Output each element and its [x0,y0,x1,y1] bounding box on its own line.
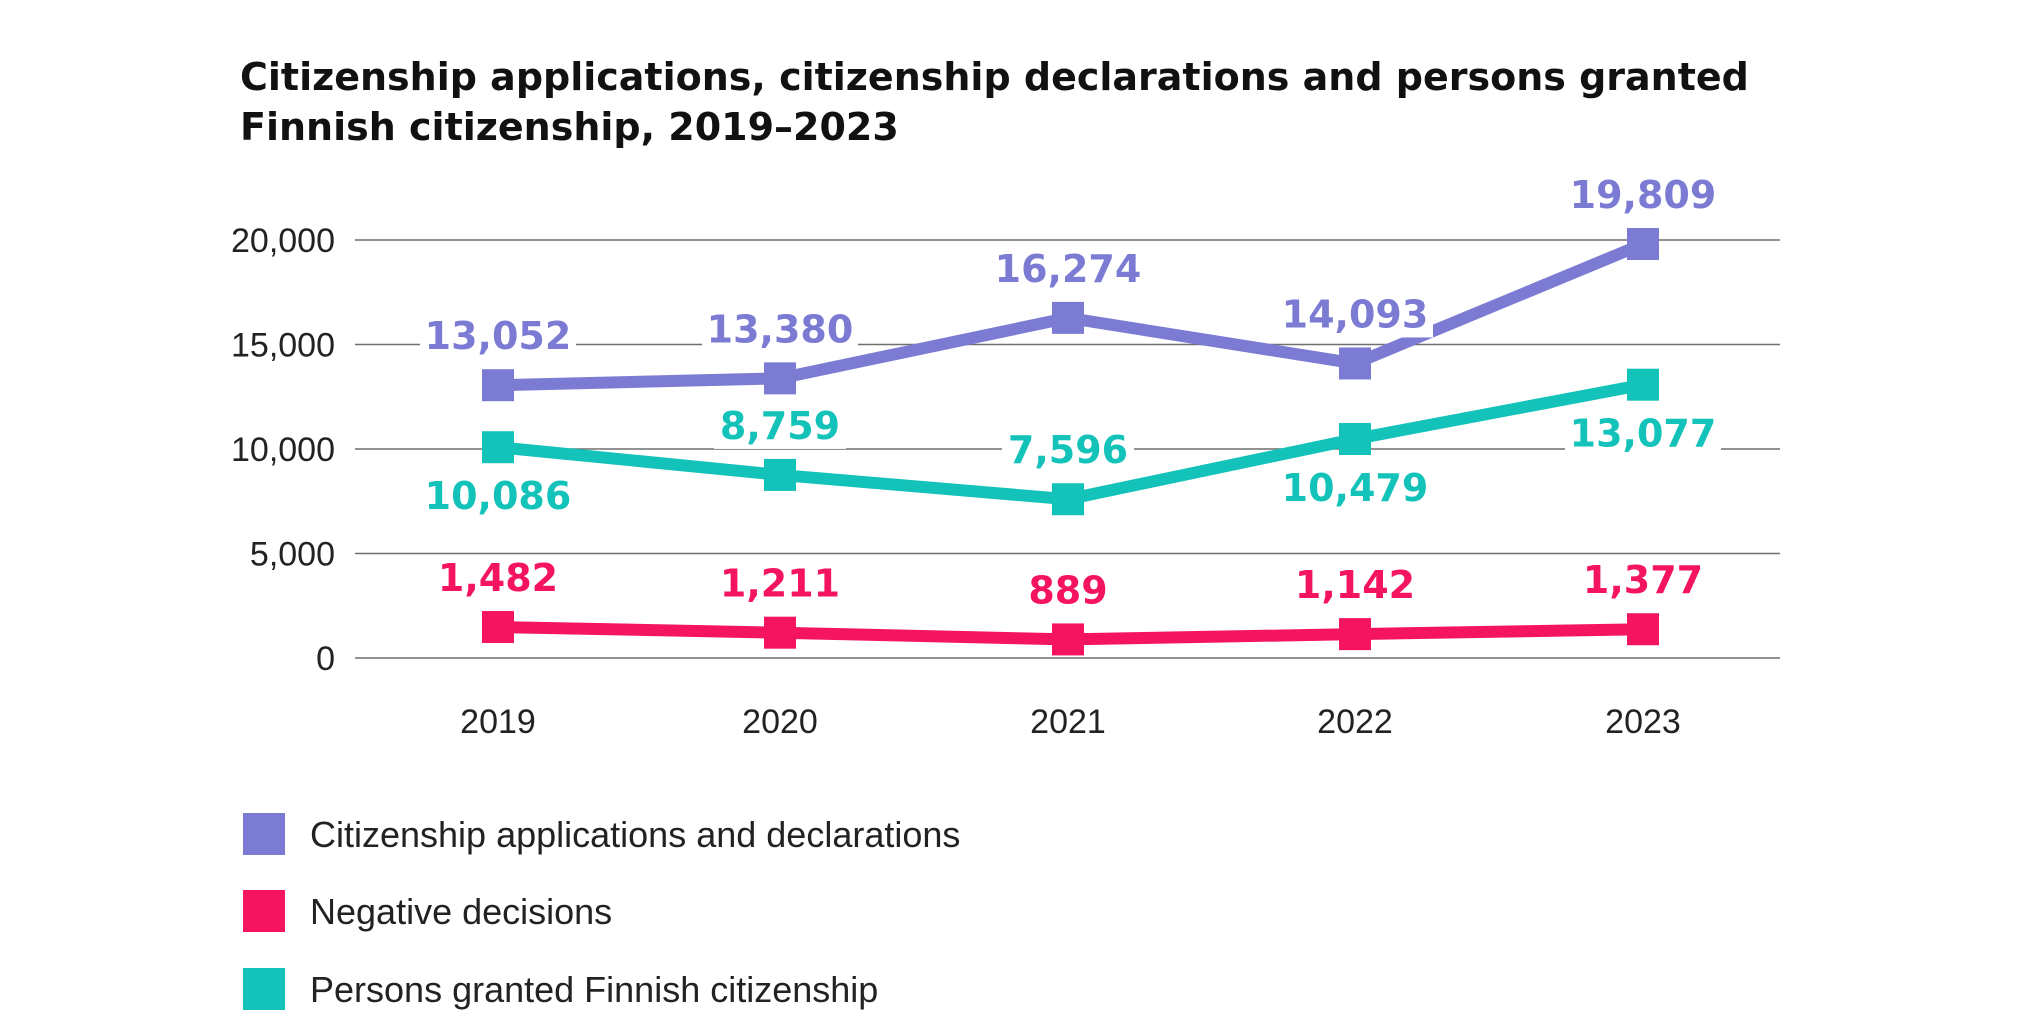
data-label: 10,479 [1282,466,1429,510]
data-label: 8,759 [720,404,840,448]
chart-title-line2: Finnish citizenship, 2019–2023 [240,105,899,149]
y-tick-label: 20,000 [231,222,335,260]
series-markers [482,227,1659,656]
y-tick-label: 5,000 [250,536,335,574]
x-tick-label: 2021 [1030,703,1106,741]
legend-label: Negative decisions [310,891,612,932]
data-label-background [714,560,846,607]
data-label-background [1277,464,1433,511]
data-label: 19,809 [1570,173,1717,217]
legend-swatch [243,890,285,932]
data-label-background [1277,291,1433,338]
data-point-marker [482,369,514,402]
data-label: 7,596 [1008,428,1128,472]
data-label: 889 [1028,568,1107,612]
data-label: 1,377 [1583,558,1703,602]
legend-label: Citizenship applications and declaration… [310,814,960,855]
y-tick-label: 15,000 [231,327,335,365]
legend-swatch [243,968,285,1010]
y-axis: 0 5,000 10,000 15,000 20,000 [231,222,335,678]
data-point-marker [1339,347,1371,380]
data-point-marker [1052,301,1084,334]
data-point-marker [482,611,514,644]
data-label: 14,093 [1282,292,1429,336]
data-label-background [990,245,1146,292]
data-label-background [1565,410,1721,457]
y-tick-label: 0 [316,640,335,678]
x-tick-label: 2022 [1317,703,1393,741]
x-tick-label: 2023 [1605,703,1681,741]
data-point-marker [764,362,796,395]
x-axis: 2019 2020 2021 2022 2023 [460,703,1681,741]
data-label-background [714,402,846,449]
data-label: 1,482 [438,556,558,600]
data-label-background [420,313,576,360]
data-label-background [1002,427,1134,474]
legend-label: Persons granted Finnish citizenship [310,969,878,1010]
data-label: 1,142 [1295,563,1415,607]
data-label-background [1026,567,1110,614]
y-tick-label: 10,000 [231,431,335,469]
legend-swatch [243,813,285,855]
data-label: 13,077 [1570,412,1717,456]
data-point-marker [1339,618,1371,651]
data-point-marker [1627,227,1659,260]
data-label: 13,380 [707,307,854,351]
data-labels: 13,052 13,380 16,274 14,093 19,809 1,482 1,211… [420,171,1721,614]
x-tick-label: 2020 [742,703,818,741]
data-label: 1,211 [720,562,840,606]
data-label-background [1565,171,1721,218]
data-point-marker [1627,368,1659,401]
data-label-background [1289,562,1421,609]
x-tick-label: 2019 [460,703,536,741]
data-label: 13,052 [425,314,572,358]
data-label-background [702,306,858,353]
chart-title-line1: Citizenship applications, citizenship de… [240,55,1749,99]
data-point-marker [764,458,796,491]
data-point-marker [1339,422,1371,455]
data-point-marker [1052,623,1084,656]
legend: Citizenship applications and declaration… [243,813,960,1010]
data-label-background [420,473,576,520]
data-point-marker [1627,613,1659,646]
data-label: 16,274 [995,247,1142,291]
data-point-marker [1052,483,1084,516]
data-label: 10,086 [425,474,572,518]
data-point-marker [764,616,796,649]
data-label-background [1577,557,1709,604]
data-point-marker [482,431,514,464]
data-label-background [432,555,564,602]
